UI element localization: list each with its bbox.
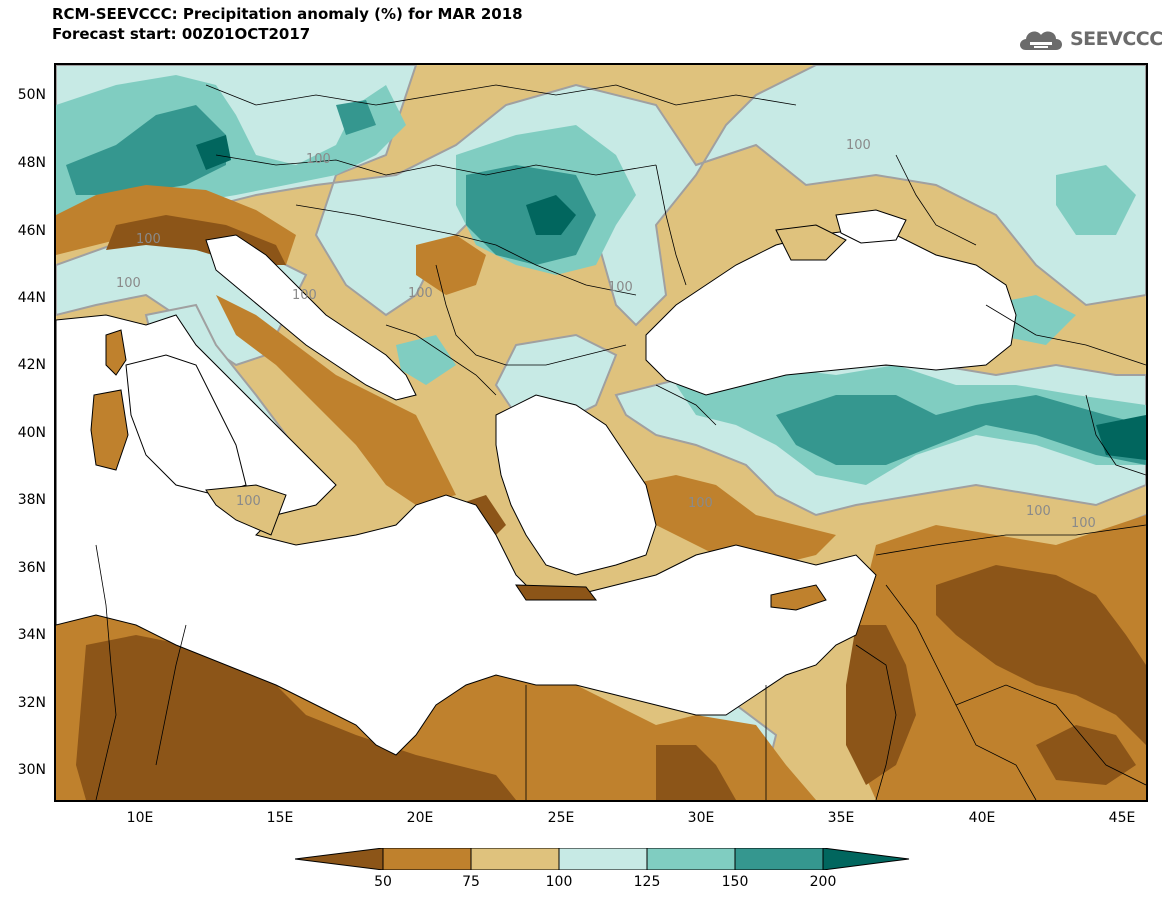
sea-of-azov bbox=[835, 209, 907, 244]
anomaly-map bbox=[56, 65, 1146, 800]
lat-label-44n: 44N bbox=[17, 290, 46, 306]
lat-label-40n: 40N bbox=[17, 425, 46, 441]
colorbar-label-125: 125 bbox=[633, 874, 661, 890]
lon-label-45e: 45E bbox=[1108, 810, 1136, 826]
colorbar-segment-gt200 bbox=[822, 848, 910, 870]
lon-label-35e: 35E bbox=[827, 810, 855, 826]
lat-label-38n: 38N bbox=[17, 492, 46, 508]
contour-label: 100 bbox=[116, 276, 141, 291]
colorbar-segment-150-200 bbox=[734, 848, 824, 870]
lat-label-36n: 36N bbox=[17, 560, 46, 576]
contour-label: 100 bbox=[408, 286, 433, 301]
lon-label-30e: 30E bbox=[687, 810, 715, 826]
cyprus-island bbox=[770, 584, 827, 611]
contour-label: 100 bbox=[688, 496, 713, 511]
colorbar-segment-lt50 bbox=[295, 848, 384, 870]
lat-label-42n: 42N bbox=[17, 357, 46, 373]
crimea-peninsula bbox=[775, 224, 847, 261]
aegean-sea bbox=[495, 394, 657, 576]
contour-label: 100 bbox=[608, 280, 633, 295]
lon-label-15e: 15E bbox=[266, 810, 294, 826]
lat-label-48n: 48N bbox=[17, 155, 46, 171]
colorbar-label-75: 75 bbox=[462, 874, 480, 890]
lat-label-32n: 32N bbox=[17, 695, 46, 711]
colorbar-segment-50-75 bbox=[382, 848, 472, 870]
corsica-island bbox=[105, 329, 127, 376]
figure-title: RCM-SEEVCCC: Precipitation anomaly (%) f… bbox=[52, 4, 523, 44]
colorbar-label-200: 200 bbox=[809, 874, 837, 890]
country-borders bbox=[95, 84, 1146, 800]
colorbar-segment-100-125 bbox=[558, 848, 648, 870]
contour-label: 100 bbox=[292, 288, 317, 303]
contour-label: 100 bbox=[1071, 516, 1096, 531]
tyrrhenian-sea bbox=[125, 354, 247, 496]
lon-label-10e: 10E bbox=[126, 810, 154, 826]
colorbar-segment-125-150 bbox=[646, 848, 736, 870]
colorbar bbox=[295, 848, 910, 870]
islands bbox=[90, 224, 847, 611]
colorbar-label-100: 100 bbox=[545, 874, 573, 890]
sardinia-island bbox=[90, 389, 129, 471]
contour-label: 100 bbox=[1026, 504, 1051, 519]
black-sea bbox=[645, 229, 1017, 396]
lon-label-25e: 25E bbox=[547, 810, 575, 826]
lat-label-30n: 30N bbox=[17, 762, 46, 778]
title-line-1: RCM-SEEVCCC: Precipitation anomaly (%) f… bbox=[52, 5, 523, 23]
lat-label-50n: 50N bbox=[17, 87, 46, 103]
seevccc-logo: SEEVCCC bbox=[1016, 22, 1163, 56]
contour-label: 100 bbox=[306, 152, 331, 167]
sicily-island bbox=[205, 484, 287, 536]
map-panel: 100 100 100 100 100 100 100 100 100 100 … bbox=[54, 63, 1148, 802]
logo-text: SEEVCCC bbox=[1070, 28, 1163, 50]
contour-label: 100 bbox=[236, 494, 261, 509]
colorbar-label-150: 150 bbox=[721, 874, 749, 890]
colorbar-label-50: 50 bbox=[374, 874, 392, 890]
contour-label: 100 bbox=[846, 138, 871, 153]
lon-label-20e: 20E bbox=[406, 810, 434, 826]
colorbar-segment-75-100 bbox=[470, 848, 560, 870]
title-line-2: Forecast start: 00Z01OCT2017 bbox=[52, 25, 311, 43]
sea-areas bbox=[56, 209, 1017, 756]
lat-label-46n: 46N bbox=[17, 223, 46, 239]
western-mediterranean bbox=[56, 314, 877, 756]
contour-label: 100 bbox=[136, 232, 161, 247]
lon-label-40e: 40E bbox=[968, 810, 996, 826]
adriatic-sea bbox=[205, 234, 417, 401]
crete-island bbox=[515, 584, 598, 601]
cloud-icon bbox=[1020, 31, 1062, 50]
lat-label-34n: 34N bbox=[17, 627, 46, 643]
